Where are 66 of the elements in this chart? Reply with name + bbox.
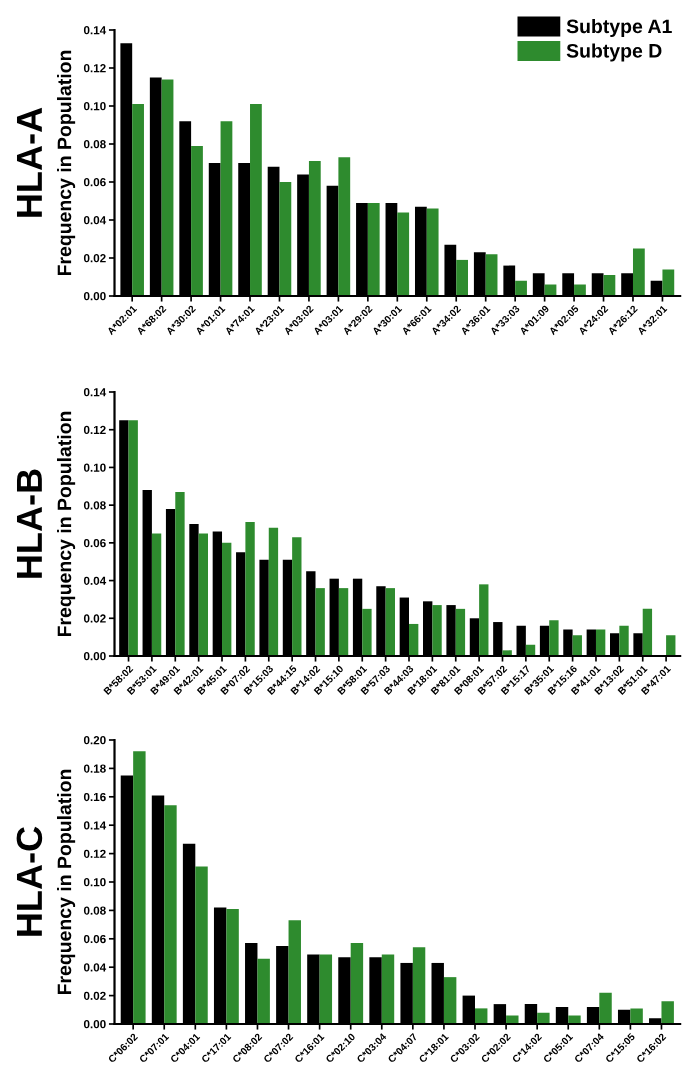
bar bbox=[268, 527, 279, 656]
bar bbox=[308, 161, 321, 296]
bar bbox=[426, 208, 439, 296]
bar bbox=[175, 491, 185, 656]
text: HLA-C bbox=[16, 826, 43, 936]
bar bbox=[662, 269, 675, 296]
y-axis-title: Frequency in Population bbox=[57, 411, 76, 637]
bar bbox=[412, 947, 426, 1024]
bar bbox=[338, 588, 349, 656]
bar bbox=[666, 635, 676, 656]
bar bbox=[443, 977, 457, 1024]
bar bbox=[568, 1015, 581, 1024]
bar bbox=[619, 625, 629, 656]
bar bbox=[661, 1001, 674, 1024]
bar bbox=[572, 635, 582, 656]
bar bbox=[595, 629, 606, 656]
bar bbox=[319, 954, 333, 1024]
bar bbox=[362, 608, 372, 656]
bar bbox=[132, 104, 144, 296]
text: HLA-B bbox=[16, 469, 42, 578]
bar bbox=[367, 202, 380, 296]
bar bbox=[288, 920, 301, 1024]
bar bbox=[432, 605, 442, 656]
bar bbox=[220, 121, 233, 296]
bar bbox=[257, 958, 270, 1024]
bar bbox=[279, 182, 292, 296]
bar bbox=[506, 1015, 519, 1024]
bar bbox=[630, 1008, 643, 1024]
bar bbox=[161, 79, 174, 296]
bar bbox=[485, 254, 498, 296]
bar bbox=[549, 620, 559, 656]
bar bbox=[599, 992, 612, 1024]
bar bbox=[381, 954, 395, 1024]
y-axis-title: Frequency in Population bbox=[57, 50, 76, 276]
bar bbox=[409, 623, 419, 656]
bar bbox=[502, 650, 512, 656]
bar bbox=[475, 1008, 488, 1024]
y-axis-title: Frequency in Population bbox=[57, 769, 76, 995]
bar bbox=[195, 866, 208, 1024]
bar bbox=[515, 280, 527, 296]
bar bbox=[632, 248, 645, 296]
bar bbox=[315, 588, 325, 656]
bar bbox=[455, 608, 466, 656]
bar bbox=[537, 1012, 550, 1024]
bar bbox=[164, 805, 177, 1024]
bar bbox=[226, 908, 239, 1024]
bar bbox=[350, 943, 364, 1024]
legend-label: Subtype A1 bbox=[566, 18, 672, 38]
bar bbox=[385, 588, 395, 656]
bar bbox=[479, 584, 489, 656]
bar bbox=[128, 420, 138, 656]
bar bbox=[222, 542, 232, 656]
legend-label: Subtype D bbox=[566, 43, 662, 62]
bar bbox=[198, 533, 208, 656]
bar bbox=[133, 751, 146, 1024]
bar bbox=[338, 157, 351, 296]
bar bbox=[245, 522, 255, 656]
bar bbox=[642, 608, 653, 656]
bar bbox=[574, 284, 586, 296]
text: HLA-A bbox=[16, 107, 42, 217]
bar bbox=[456, 259, 469, 296]
bar bbox=[151, 533, 162, 656]
bar bbox=[292, 537, 302, 656]
bar bbox=[397, 212, 410, 296]
bar bbox=[250, 104, 262, 296]
bar bbox=[191, 145, 203, 296]
